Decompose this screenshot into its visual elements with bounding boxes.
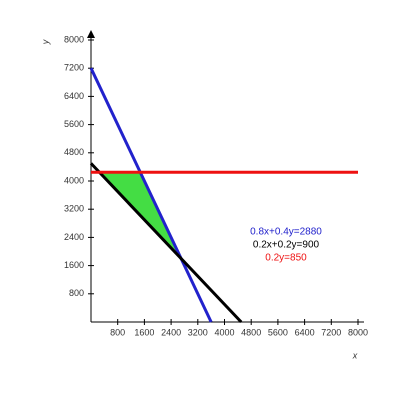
y-tick-label: 4000 xyxy=(64,175,84,185)
y-tick-label: 2400 xyxy=(64,232,84,242)
y-tick-label: 5600 xyxy=(64,119,84,129)
y-tick-label: 800 xyxy=(69,288,84,298)
y-tick-label: 4800 xyxy=(64,147,84,157)
y-axis-arrow xyxy=(87,30,95,38)
x-tick-label: 7200 xyxy=(321,327,341,337)
y-tick-label: 7200 xyxy=(64,63,84,73)
constraint-line xyxy=(89,67,213,323)
y-axis-label: y xyxy=(40,39,50,45)
x-tick-label: 4000 xyxy=(214,327,234,337)
x-tick-label: 4800 xyxy=(241,327,261,337)
legend-entry: 0.2x+0.2y=900 xyxy=(253,240,320,251)
x-tick-label: 800 xyxy=(110,327,125,337)
x-tick-label: 5600 xyxy=(268,327,288,337)
y-tick-label: 3200 xyxy=(64,204,84,214)
x-tick-label: 8000 xyxy=(348,327,368,337)
legend-entry: 0.8x+0.4y=2880 xyxy=(250,227,322,238)
x-axis-label: x xyxy=(352,350,358,360)
constraint-line xyxy=(89,162,243,324)
y-tick-label: 6400 xyxy=(64,91,84,101)
x-tick-label: 2400 xyxy=(161,327,181,337)
legend-entry: 0.2y=850 xyxy=(265,253,307,264)
x-tick-label: 3200 xyxy=(188,327,208,337)
y-tick-label: 1600 xyxy=(64,260,84,270)
y-tick-label: 8000 xyxy=(64,34,84,44)
x-tick-label: 6400 xyxy=(295,327,315,337)
legend: 0.8x+0.4y=2880 0.2x+0.2y=900 0.2y=850 xyxy=(250,227,322,264)
x-tick-label: 1600 xyxy=(134,327,154,337)
